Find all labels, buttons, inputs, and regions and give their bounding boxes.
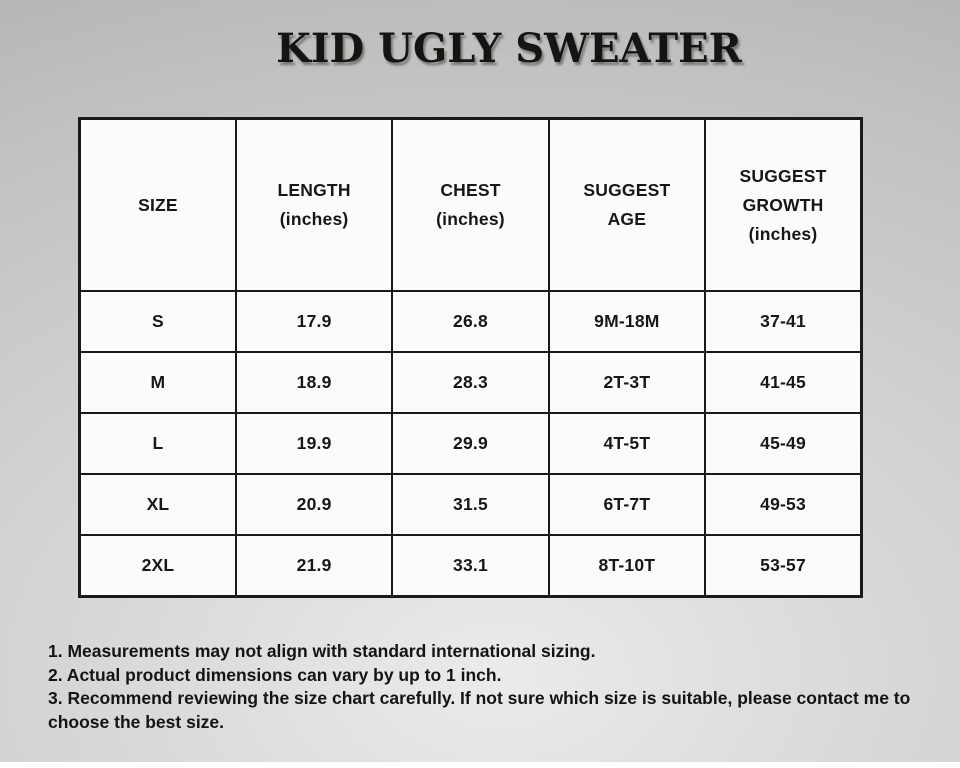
note-line-2: 2. Actual product dimensions can vary by…: [48, 664, 502, 685]
table-cell: 4T-5T: [547, 412, 707, 475]
table-cell: 20.9: [234, 473, 394, 536]
table-header-row: SIZE LENGTH (inches) CHEST (inches) SUGG…: [78, 117, 863, 292]
table-cell: 29.9: [391, 412, 550, 475]
table-cell: 8T-10T: [547, 534, 707, 598]
table-cell: S: [78, 290, 237, 353]
table-cell: 2T-3T: [547, 351, 707, 414]
column-header-suggest-growth: SUGGEST GROWTH (inches): [704, 117, 863, 292]
column-header-size: SIZE: [78, 117, 237, 292]
column-header-chest: CHEST (inches): [391, 117, 550, 292]
sizing-notes: 1. Measurements may not align with stand…: [48, 640, 922, 734]
table-cell: 31.5: [391, 473, 550, 536]
table-cell: 53-57: [704, 534, 863, 598]
table-cell: 49-53: [704, 473, 863, 536]
page-title: KID UGLY SWEATER: [276, 25, 742, 72]
size-chart-table: SIZE LENGTH (inches) CHEST (inches) SUGG…: [78, 117, 863, 598]
table-row-s: S 17.9 26.8 9M-18M 37-41: [78, 290, 863, 353]
table-row-l: L 19.9 29.9 4T-5T 45-49: [78, 412, 863, 475]
table-cell: 21.9: [234, 534, 394, 598]
column-header-suggest-age: SUGGEST AGE: [547, 117, 707, 292]
table-cell: 41-45: [704, 351, 863, 414]
table-cell: 18.9: [234, 351, 394, 414]
column-header-length: LENGTH (inches): [234, 117, 394, 292]
table-cell: L: [78, 412, 237, 475]
bottom-white-strip: [0, 762, 960, 768]
table-cell: 33.1: [391, 534, 550, 598]
table-cell: 2XL: [78, 534, 237, 598]
table-row-2xl: 2XL 21.9 33.1 8T-10T 53-57: [78, 534, 863, 598]
table-cell: 26.8: [391, 290, 550, 353]
table-cell: M: [78, 351, 237, 414]
table-cell: 9M-18M: [547, 290, 707, 353]
table-cell: 17.9: [234, 290, 394, 353]
table-cell: 28.3: [391, 351, 550, 414]
note-line-1: 1. Measurements may not align with stand…: [48, 641, 596, 661]
table-cell: 37-41: [704, 290, 863, 353]
note-line-3: 3. Recommend reviewing the size chart ca…: [48, 688, 911, 732]
table-cell: 45-49: [704, 412, 863, 475]
table-cell: XL: [78, 473, 237, 536]
table-cell: 19.9: [234, 412, 394, 475]
table-cell: 6T-7T: [547, 473, 707, 536]
table-row-m: M 18.9 28.3 2T-3T 41-45: [78, 351, 863, 414]
table-row-xl: XL 20.9 31.5 6T-7T 49-53: [78, 473, 863, 536]
